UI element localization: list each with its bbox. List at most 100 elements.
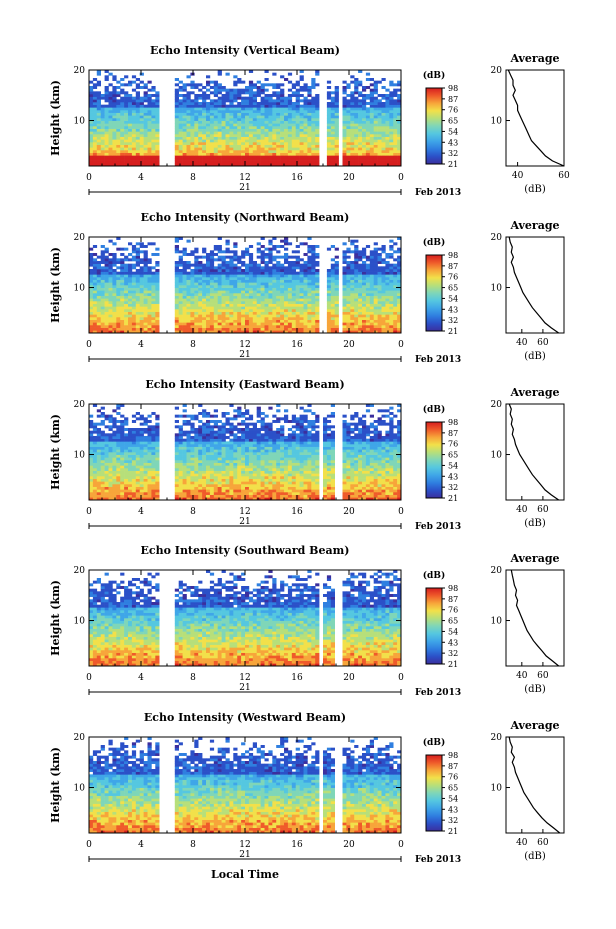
heatmap-cell bbox=[381, 327, 386, 331]
heatmap-cell bbox=[178, 293, 183, 296]
heatmap-cell bbox=[260, 158, 265, 161]
heatmap-cell bbox=[256, 88, 261, 92]
heatmap-cell bbox=[139, 319, 144, 323]
heatmap-cell bbox=[217, 325, 222, 328]
heatmap-cell bbox=[346, 158, 351, 161]
heatmap-cell bbox=[342, 322, 347, 326]
heatmap-cell bbox=[365, 298, 371, 302]
heatmap-cell bbox=[291, 118, 296, 121]
heatmap-cell bbox=[393, 293, 398, 296]
heatmap-cell bbox=[307, 104, 312, 108]
heatmap-cell bbox=[358, 277, 363, 280]
heatmap-cell bbox=[295, 134, 300, 137]
heatmap-cell bbox=[221, 147, 226, 151]
heatmap-cell bbox=[373, 163, 378, 167]
heatmap-cell bbox=[202, 123, 207, 127]
heatmap-cell bbox=[206, 317, 211, 320]
heatmap-cell bbox=[377, 330, 382, 334]
heatmap-cell bbox=[178, 295, 183, 299]
heatmap-cell bbox=[377, 131, 382, 135]
heatmap-cell bbox=[365, 277, 371, 280]
heatmap-cell bbox=[143, 253, 148, 256]
heatmap-cell bbox=[276, 266, 281, 270]
heatmap-cell bbox=[245, 486, 250, 490]
heatmap-cell bbox=[120, 295, 125, 299]
heatmap-cell bbox=[252, 126, 257, 129]
heatmap-cell bbox=[96, 144, 101, 148]
heatmap-cell bbox=[128, 285, 133, 288]
heatmap-cell bbox=[346, 306, 351, 310]
heatmap-cell bbox=[190, 314, 195, 318]
heatmap-cell bbox=[295, 303, 300, 307]
heatmap-cell bbox=[209, 489, 215, 493]
heatmap-cell bbox=[221, 152, 226, 156]
heatmap-cell bbox=[139, 269, 144, 272]
heatmap-cell bbox=[295, 128, 300, 132]
heatmap-cell bbox=[202, 136, 207, 140]
heatmap-cell bbox=[178, 160, 183, 164]
heatmap-cell bbox=[291, 91, 296, 95]
heatmap-cell bbox=[248, 136, 254, 140]
heatmap-cell bbox=[237, 110, 242, 113]
heatmap-cell bbox=[147, 497, 152, 501]
heatmap-cell bbox=[303, 266, 308, 270]
heatmap-cell bbox=[225, 134, 230, 137]
heatmap-cell bbox=[377, 274, 382, 278]
heatmap-cell bbox=[350, 94, 355, 97]
heatmap-cell bbox=[233, 486, 238, 490]
heatmap-cell bbox=[194, 123, 199, 127]
heatmap-cell bbox=[377, 484, 382, 487]
heatmap-cell bbox=[139, 110, 144, 113]
heatmap-cell bbox=[143, 99, 148, 103]
heatmap-cell bbox=[225, 126, 230, 129]
heatmap-cell bbox=[326, 134, 332, 137]
heatmap-cell bbox=[252, 327, 257, 331]
heatmap-cell bbox=[326, 91, 332, 95]
heatmap-cell bbox=[334, 104, 339, 108]
heatmap-cell bbox=[369, 314, 374, 318]
heatmap-cell bbox=[237, 287, 242, 291]
heatmap-cell bbox=[139, 147, 144, 151]
heatmap-cell bbox=[248, 128, 254, 132]
heatmap-cell bbox=[237, 489, 242, 493]
heatmap-cell bbox=[295, 245, 300, 248]
heatmap-cell bbox=[104, 118, 109, 121]
heatmap-cell bbox=[248, 325, 254, 328]
heatmap-cell bbox=[241, 107, 246, 111]
heatmap-cell bbox=[365, 266, 371, 270]
heatmap-cell bbox=[362, 269, 367, 272]
heatmap-cell bbox=[124, 107, 129, 111]
heatmap-cell bbox=[377, 126, 382, 129]
heatmap-cell bbox=[373, 277, 378, 280]
heatmap-cell bbox=[213, 317, 218, 320]
heatmap-cell bbox=[264, 88, 269, 92]
heatmap-cell bbox=[256, 247, 261, 251]
heatmap-cell bbox=[229, 263, 234, 267]
heatmap-cell bbox=[229, 94, 234, 97]
heatmap-cell bbox=[124, 317, 129, 320]
heatmap-cell bbox=[264, 139, 269, 143]
heatmap-cell bbox=[124, 497, 129, 501]
heatmap-cell bbox=[245, 250, 250, 254]
heatmap-cell bbox=[135, 91, 140, 95]
heatmap-cell bbox=[225, 489, 230, 493]
heatmap-cell bbox=[295, 118, 300, 121]
heatmap-cell bbox=[108, 155, 113, 159]
heatmap-cell bbox=[248, 253, 254, 256]
heatmap-cell bbox=[248, 152, 254, 156]
heatmap-cell bbox=[213, 279, 218, 283]
heatmap-cell bbox=[369, 144, 374, 148]
heatmap-cell bbox=[221, 110, 226, 113]
heatmap-cell bbox=[178, 486, 183, 490]
heatmap-cell bbox=[194, 492, 199, 495]
heatmap-cell bbox=[241, 80, 246, 84]
heatmap-cell bbox=[92, 317, 98, 320]
heatmap-cell bbox=[128, 142, 133, 145]
heatmap-cell bbox=[280, 306, 285, 310]
heatmap-cell bbox=[151, 486, 156, 490]
heatmap-cell bbox=[256, 306, 261, 310]
heatmap-cell bbox=[178, 115, 183, 119]
heatmap-cell bbox=[276, 123, 281, 127]
heatmap-cell bbox=[217, 314, 222, 318]
heatmap-cell bbox=[229, 309, 234, 312]
